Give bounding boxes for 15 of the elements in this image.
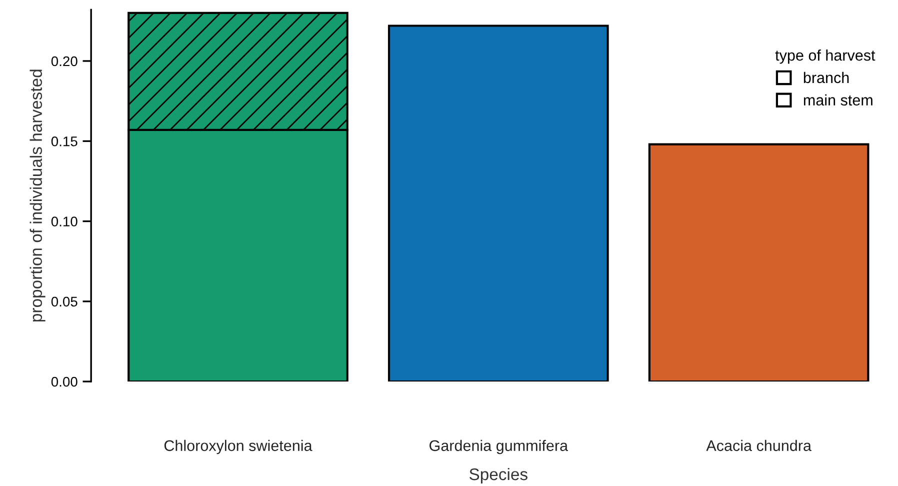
y-tick-label: 0.15 [51, 136, 78, 146]
y-tick-label: 0.20 [51, 56, 78, 66]
x-axis-title: Species [470, 468, 528, 484]
text: main stem [804, 94, 872, 106]
y-tick-label: 0.05 [51, 296, 78, 307]
legend-title: type of harvest [775, 49, 876, 64]
y-axis-title: proportion of individuals harvested [30, 70, 46, 322]
x-tick-label: Gardenia gummifera [430, 440, 568, 454]
legend-label: branch [804, 72, 849, 84]
y-tick-label: 0.10 [51, 216, 78, 226]
y-tick-label: 0.00 [51, 376, 78, 387]
bar [648, 143, 870, 382]
bar [388, 24, 609, 382]
x-tick-label: Chloroxylon swietenia [164, 440, 312, 454]
x-tick-label: Acacia chundra [706, 440, 812, 452]
